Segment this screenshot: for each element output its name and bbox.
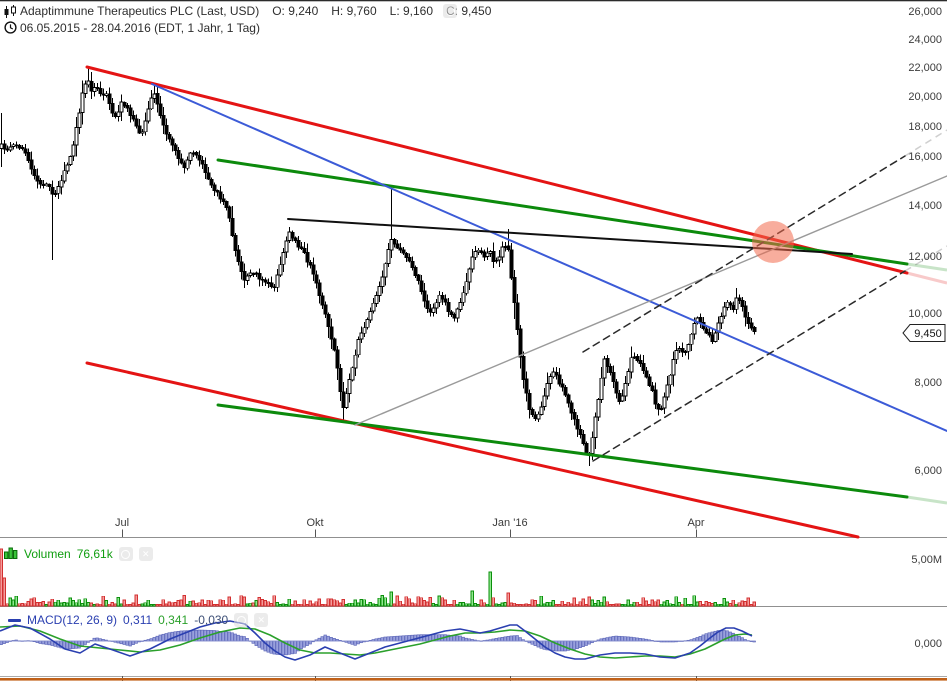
blue-downtrend [151, 83, 947, 432]
dashed-channel-upper [582, 155, 906, 353]
support-lower-red [85, 361, 860, 539]
support-lower-green [216, 403, 909, 499]
price-axis-label: 18,000 [908, 121, 942, 133]
highlight-circle [752, 221, 794, 263]
time-axis-label: Jul [114, 517, 130, 529]
last-price-tag: 9,450 [902, 324, 946, 342]
macd-value: 0,311 [123, 613, 153, 627]
macd-label: MACD(12, 26, 9) [27, 613, 118, 627]
volume-value: 76,61k [76, 547, 113, 561]
price-axis-label: 14,000 [908, 200, 942, 212]
instrument-settings-icon[interactable] [443, 4, 457, 18]
time-axis-label: Jan '16 [492, 517, 528, 529]
high-value: 9,760 [346, 4, 377, 18]
price-axis-label: 20,000 [908, 91, 942, 103]
price-axis-label: 16,000 [908, 151, 942, 163]
gray-uptrend [354, 175, 947, 426]
resistance-upper-green [216, 158, 909, 266]
candlestick-icon [3, 5, 17, 19]
close-value: 9,450 [461, 4, 492, 18]
open-label: O: [272, 4, 285, 18]
low-label: L: [389, 4, 400, 18]
price-axis-label: 6,000 [914, 465, 942, 477]
instrument-header: Adaptimmune Therapeutics PLC (Last, USD)… [20, 4, 491, 18]
price-axis-label: 12,000 [908, 251, 942, 263]
time-axis-label: Okt [306, 517, 324, 529]
time-axis-label: Apr [687, 517, 705, 529]
macd-close-icon[interactable]: ✕ [254, 613, 269, 627]
macd-settings-icon[interactable] [234, 613, 249, 627]
price-axis-label: 26,000 [908, 6, 942, 18]
open-value: 9,240 [288, 4, 319, 18]
high-label: H: [331, 4, 344, 18]
volume-icon [4, 546, 18, 562]
volume-label: Volumen [24, 547, 71, 561]
volume-close-icon[interactable]: ✕ [138, 547, 153, 561]
instrument-title: Adaptimmune Therapeutics PLC (Last, USD) [20, 4, 260, 18]
price-axis-label: 8,000 [914, 377, 942, 389]
volume_panel-axis-label: 5,00M [911, 554, 942, 566]
macd_panel-axis-label: 0,000 [914, 638, 942, 650]
date-range-header: 06.05.2015 - 28.04.2016 (EDT, 1 Jahr, 1 … [20, 21, 260, 35]
volume-settings-icon[interactable] [118, 547, 133, 561]
price-axis-label: 22,000 [908, 62, 942, 74]
macd-panel-header: MACD(12, 26, 9) 0,311 0,341 -0,030 ✕ [8, 613, 269, 627]
date-range-text: 06.05.2015 - 28.04.2016 (EDT, 1 Jahr, 1 … [20, 21, 260, 35]
low-value: 9,160 [403, 4, 434, 18]
clock-icon [4, 21, 17, 34]
macd-icon [8, 618, 21, 622]
last-price-tag-text: 9,450 [914, 328, 942, 340]
volume-panel-header: Volumen 76,61k ✕ [4, 546, 153, 562]
price-axis-label: 24,000 [908, 34, 942, 46]
macd-hist-value: -0,030 [194, 613, 229, 627]
macd-signal-value: 0,341 [158, 613, 189, 627]
price-axis-label: 10,000 [908, 308, 942, 320]
dashed-channel-lower [592, 270, 906, 462]
